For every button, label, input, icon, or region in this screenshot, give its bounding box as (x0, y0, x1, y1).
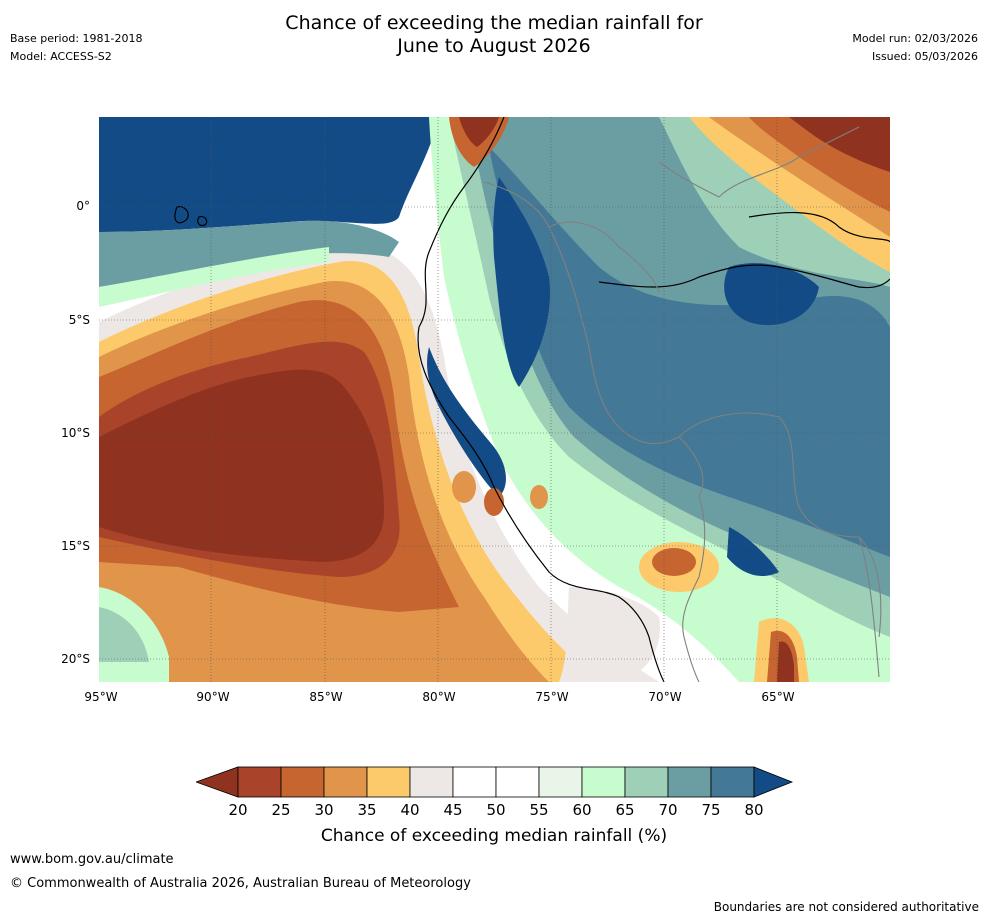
colorbar-tick-45: 45 (443, 801, 463, 819)
coastline (417, 117, 665, 682)
lat-label-0: 0° (76, 199, 90, 213)
colorbar-bin-70-75 (667, 766, 712, 798)
colorbar-tick-50: 50 (486, 801, 506, 819)
title-line-2: June to August 2026 (397, 35, 591, 57)
north-coast-2 (598, 264, 890, 289)
lat-label-15s: 15°S (61, 539, 90, 553)
region-coastal-blob-3 (530, 485, 548, 509)
colorbar-tick-20: 20 (228, 801, 248, 819)
region-se-dark-blue (727, 527, 779, 577)
issued-date: Issued: 05/03/2026 (871, 50, 978, 63)
website-link[interactable]: www.bom.gov.au/climate (10, 852, 174, 867)
lon-label-95w: 95°W (84, 690, 118, 704)
lon-label-70w: 70°W (648, 690, 682, 704)
colorbar-bin-25-30 (280, 766, 325, 798)
region-ne-dark-brown (789, 117, 890, 172)
colorbar-bin-30-35 (323, 766, 368, 798)
colorbar-tick-75: 75 (701, 801, 721, 819)
model-name: Model: ACCESS-S2 (10, 50, 112, 63)
lat-label-5s: 5°S (68, 313, 90, 327)
region-se-dark (777, 641, 794, 682)
boundary-disclaimer: Boundaries are not considered authoritat… (713, 900, 979, 914)
rainfall-map (99, 117, 890, 682)
region-nw-dark-blue (99, 117, 439, 232)
north-coast (748, 212, 890, 243)
colorbar-bin-60-65 (581, 766, 626, 798)
colorbar-bin-20-25 (237, 766, 282, 798)
title-line-1: Chance of exceeding the median rainfall … (285, 12, 703, 34)
colorbar-high-extend (753, 766, 794, 798)
colorbar-bin-55-60 (538, 766, 583, 798)
colorbar-tick-70: 70 (658, 801, 678, 819)
colorbar-bin-35-40 (366, 766, 411, 798)
colorbar-tick-25: 25 (271, 801, 291, 819)
region-ocean-dark-brown (99, 369, 384, 562)
colorbar-bin-45-50 (452, 766, 497, 798)
lat-label-20s: 20°S (61, 652, 90, 666)
colorbar-bin-50-55 (495, 766, 540, 798)
region-altiplano-orange (652, 548, 696, 576)
colorbar-tick-80: 80 (744, 801, 764, 819)
lon-label-75w: 75°W (535, 690, 569, 704)
colorbar-bin-75-80 (710, 766, 755, 798)
region-land-blue (489, 147, 890, 557)
lon-label-85w: 85°W (309, 690, 343, 704)
colorbar-tick-55: 55 (529, 801, 549, 819)
colorbar (196, 766, 794, 798)
region-coastal-blob-1 (452, 471, 476, 503)
gridlines (99, 117, 890, 682)
region-coastal-dark-blue (427, 347, 506, 497)
region-north-dry-dark (459, 117, 499, 147)
colorbar-label: Chance of exceeding median rainfall (%) (320, 826, 668, 846)
country-boundaries (483, 126, 882, 682)
region-nw-teal (99, 220, 399, 287)
colorbar-tick-65: 65 (615, 801, 635, 819)
region-nw-green (99, 247, 329, 307)
region-sw-teal (99, 607, 149, 662)
region-coastal-blob-2 (484, 488, 504, 516)
base-period: Base period: 1981-2018 (10, 32, 143, 45)
colorbar-tick-60: 60 (572, 801, 592, 819)
meta-left: Base period: 1981-2018 Model: ACCESS-S2 (10, 32, 142, 68)
region-land-dark-blue (493, 177, 550, 387)
lat-label-10s: 10°S (61, 426, 90, 440)
colorbar-tick-35: 35 (357, 801, 377, 819)
lon-label-90w: 90°W (196, 690, 230, 704)
model-run: Model run: 02/03/2026 (852, 32, 978, 45)
colorbar-bin-65-70 (624, 766, 669, 798)
copyright-text: © Commonwealth of Australia 2026, Austra… (10, 876, 471, 891)
colorbar-tick-40: 40 (400, 801, 420, 819)
meta-right: Model run: 02/03/2026 Issued: 05/03/2026 (852, 32, 978, 68)
lon-label-65w: 65°W (761, 690, 795, 704)
colorbar-tick-30: 30 (314, 801, 334, 819)
colorbar-low-extend (196, 766, 239, 798)
colorbar-bin-40-45 (409, 766, 454, 798)
page-title: Chance of exceeding the median rainfall … (194, 12, 794, 58)
lon-label-80w: 80°W (422, 690, 456, 704)
galapagos-islands (174, 206, 208, 227)
region-east-dark-blue (724, 263, 819, 326)
